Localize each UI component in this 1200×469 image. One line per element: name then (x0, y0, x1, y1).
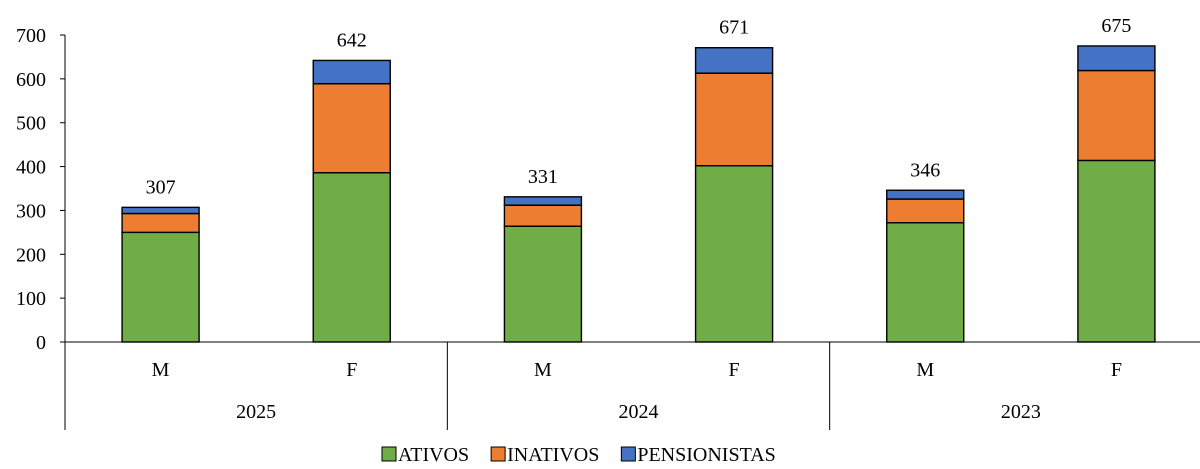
legend-swatch-ativos (381, 446, 397, 462)
bar-pensionistas-m-2023 (886, 189, 965, 200)
total-data-label: 675 (1101, 15, 1131, 37)
legend-swatch-inativos (490, 446, 506, 462)
bar-ativos-f-2023 (1077, 159, 1156, 343)
bar-inativos-f-2025 (312, 82, 391, 174)
bar-pensionistas-f-2024 (694, 47, 774, 74)
y-tick-label: 0 (36, 332, 46, 354)
bar-pensionistas-m-2025 (121, 206, 200, 215)
bar-ativos-f-2025 (312, 172, 391, 343)
total-data-label: 642 (337, 29, 367, 51)
bar-pensionistas-f-2025 (312, 59, 391, 85)
legend-label-inativos: INATIVOS (507, 444, 599, 466)
bar-inativos-m-2023 (886, 198, 965, 224)
y-tick-label: 600 (16, 69, 46, 91)
total-data-label: 346 (910, 159, 940, 181)
x-category-label: F (346, 359, 357, 381)
bar-pensionistas-m-2024 (503, 196, 583, 206)
bar-ativos-m-2023 (886, 222, 965, 343)
y-tick-label: 700 (16, 25, 46, 47)
total-data-label: 331 (528, 166, 558, 188)
total-data-label: 671 (719, 17, 749, 39)
bar-inativos-f-2023 (1077, 69, 1156, 162)
bar-ativos-f-2024 (694, 164, 774, 343)
total-data-label: 307 (146, 176, 176, 198)
bar-inativos-m-2025 (121, 212, 200, 234)
x-group-label: 2024 (619, 401, 659, 423)
y-tick-label: 200 (16, 244, 46, 266)
x-category-label: M (534, 359, 552, 381)
legend-swatch-pensionistas (620, 446, 636, 462)
bar-pensionistas-f-2023 (1077, 45, 1156, 72)
legend-label-ativos: ATIVOS (398, 444, 469, 466)
bar-inativos-m-2024 (503, 204, 583, 227)
x-group-label: 2023 (1001, 401, 1041, 423)
y-tick-label: 400 (16, 157, 46, 179)
x-group-label: 2025 (236, 401, 276, 423)
x-category-label: F (1111, 359, 1122, 381)
bar-ativos-m-2024 (503, 225, 583, 343)
bar-inativos-f-2024 (694, 72, 774, 167)
x-category-label: F (729, 359, 740, 381)
x-category-label: M (916, 359, 934, 381)
x-category-label: M (152, 359, 170, 381)
legend-label-pensionistas: PENSIONISTAS (637, 444, 775, 466)
y-tick-label: 500 (16, 113, 46, 135)
y-tick-label: 300 (16, 200, 46, 222)
y-tick-label: 100 (16, 288, 46, 310)
bar-ativos-m-2025 (121, 231, 200, 343)
